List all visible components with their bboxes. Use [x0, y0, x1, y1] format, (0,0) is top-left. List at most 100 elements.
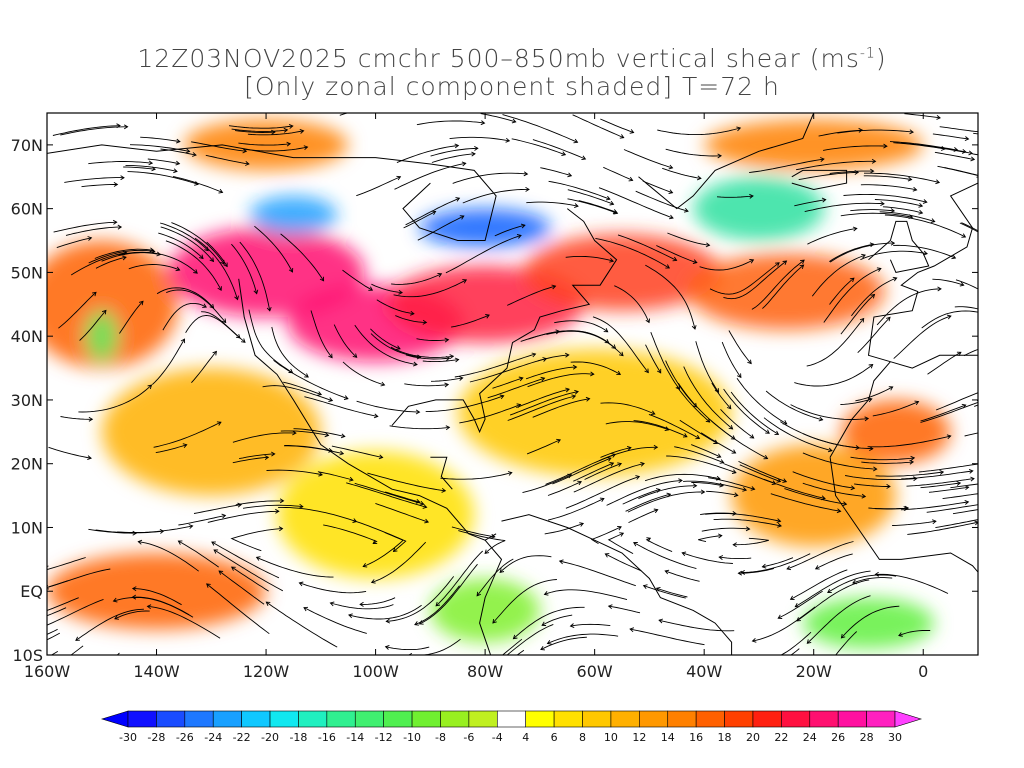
- streamline-arrowhead: [777, 522, 782, 528]
- streamline-arrowhead: [395, 345, 401, 350]
- streamline-arrowhead: [653, 444, 659, 450]
- streamline-arrowhead: [939, 469, 945, 475]
- streamline: [370, 328, 401, 350]
- streamline-arrowhead: [633, 542, 638, 547]
- colorbar-level-label: -22: [233, 731, 251, 744]
- streamline: [796, 160, 876, 171]
- streamline-arrowhead: [629, 627, 635, 633]
- streamline: [393, 279, 467, 298]
- colorbar-left-tip: [100, 710, 129, 728]
- streamline-arrowhead: [741, 663, 744, 667]
- colorbar-right-tip: [894, 710, 923, 728]
- streamline: [728, 330, 752, 364]
- streamline: [371, 283, 403, 294]
- colorbar-level-label: -6: [463, 731, 474, 744]
- streamline-arrowhead: [903, 506, 909, 511]
- colorbar-swatch: [383, 710, 413, 728]
- streamline: [540, 636, 587, 650]
- streamline-arrowhead: [870, 293, 876, 299]
- streamline-arrowhead: [619, 532, 625, 537]
- streamline: [959, 222, 978, 233]
- streamline-arrowhead: [445, 425, 451, 431]
- streamline-arrowhead: [216, 421, 222, 426]
- streamline-arrowhead: [223, 262, 228, 268]
- streamline-arrowhead: [286, 141, 292, 147]
- streamline: [699, 259, 754, 271]
- title-line1-prefix: 12Z03NOV2025 cmchr 500–850mb vertical sh…: [137, 44, 860, 73]
- streamline-arrowhead: [558, 559, 564, 565]
- streamline-arrowhead: [298, 581, 304, 587]
- streamline: [417, 215, 465, 241]
- streamline: [827, 574, 897, 593]
- streamline: [342, 269, 373, 291]
- streamline: [942, 493, 978, 500]
- streamline: [741, 553, 811, 573]
- streamline-arrowhead: [981, 311, 985, 315]
- map-plot-area: [46, 112, 1022, 667]
- streamline: [451, 314, 490, 328]
- streamline: [679, 419, 718, 444]
- streamline-arrowhead: [714, 388, 719, 393]
- streamline-arrowhead: [415, 409, 421, 415]
- streamline: [389, 425, 450, 430]
- streamline: [657, 127, 741, 136]
- colorbar-swatch: [639, 710, 669, 728]
- streamline: [396, 145, 459, 164]
- streamline-arrowhead: [869, 168, 875, 174]
- streamline: [47, 557, 86, 570]
- streamline-arrowhead: [571, 394, 577, 400]
- streamline-arrowhead: [872, 466, 878, 472]
- streamline-arrowhead: [454, 143, 460, 149]
- streamline: [356, 400, 420, 413]
- colorbar-swatch: [809, 710, 839, 728]
- streamline: [972, 153, 978, 156]
- streamline: [330, 602, 394, 610]
- streamline: [232, 456, 269, 464]
- streamline: [802, 452, 877, 470]
- streamline-arrowhead: [370, 579, 376, 584]
- streamline-arrowhead: [691, 325, 697, 330]
- streamline: [125, 164, 178, 172]
- colorbar-swatch: [667, 710, 697, 728]
- streamline-arrowhead: [177, 540, 183, 545]
- streamline-arrowhead: [120, 175, 125, 181]
- streamline-arrowhead: [123, 124, 129, 130]
- streamline: [635, 190, 689, 212]
- colorbar-level-label: -20: [261, 731, 279, 744]
- streamline-arrowhead: [869, 242, 875, 248]
- streamline-arrowhead: [646, 537, 652, 542]
- streamline-arrowhead: [937, 286, 942, 292]
- streamline: [835, 631, 858, 655]
- streamline-arrowhead: [658, 618, 664, 624]
- streamline: [622, 489, 661, 505]
- streamline: [823, 145, 887, 151]
- streamline: [88, 161, 153, 165]
- streamline-arrowhead: [542, 357, 548, 362]
- streamline: [739, 464, 781, 483]
- streamline-arrowhead: [234, 295, 239, 301]
- streamline: [851, 277, 897, 317]
- streamline-arrowhead: [579, 522, 585, 527]
- streamline-arrowhead: [898, 632, 903, 637]
- streamline: [155, 444, 187, 454]
- streamline: [469, 358, 547, 383]
- streamline: [114, 610, 150, 620]
- streamline: [416, 120, 485, 126]
- streamline-arrowhead: [732, 542, 737, 548]
- streamline: [48, 446, 92, 459]
- streamline-arrowhead: [681, 551, 687, 557]
- colorbar-level-label: -30: [119, 731, 137, 744]
- streamline: [762, 557, 794, 568]
- streamline-arrowhead: [918, 209, 924, 215]
- axis-ticks: [46, 113, 978, 656]
- streamline-arrowhead: [512, 634, 518, 640]
- streamline-arrowhead: [984, 234, 988, 238]
- streamline: [633, 420, 688, 438]
- streamline: [666, 455, 737, 474]
- streamline: [765, 390, 823, 421]
- streamline-arrowhead: [930, 218, 936, 223]
- streamline: [360, 597, 396, 605]
- streamline-arrowhead: [396, 175, 402, 181]
- streamline: [346, 482, 427, 508]
- streamline-arrowhead: [1018, 346, 1022, 350]
